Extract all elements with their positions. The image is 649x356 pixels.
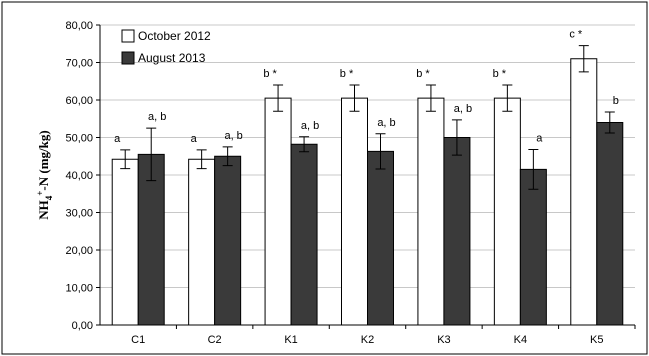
y-tick-label: 10,00 [65,283,93,295]
x-tick-label: C2 [208,334,222,346]
bars [111,58,624,326]
y-tick-labels: 0,00 10,00 20,00 30,00 40,00 50,00 60,00 70,00 8… [65,20,100,332]
bar-october-2012 [111,158,139,326]
bar-october-2012 [493,97,521,326]
y-axis-label: NH4+-N (mg/kg) [35,130,54,219]
y-tick-label: 60,00 [65,95,93,107]
bar-august-2013 [214,155,242,326]
bar-august-2013 [443,137,471,326]
legend: October 2012 August 2013 [121,29,211,65]
significance-label: c * [569,29,583,41]
y-tick-label: 40,00 [65,170,93,182]
ylabel-main: NH [36,200,51,220]
bar-october-2012 [264,97,292,326]
ylabel-rest: -N (mg/kg) [36,130,51,190]
bar-august-2013 [596,122,624,326]
significance-label: a, b [301,120,319,132]
bar-august-2013 [290,143,318,326]
significance-label: a, b [454,103,472,115]
x-tick-label: K2 [361,334,374,346]
significance-label: a [536,133,543,145]
significance-label: a [191,133,198,145]
significance-label: b [613,95,619,107]
bar-october-2012 [188,158,216,326]
significance-label: b * [493,68,507,80]
y-tick-label: 20,00 [65,245,93,257]
bar-october-2012 [341,97,368,326]
ylabel-subscript: 4 [44,195,54,200]
significance-label: b * [416,68,430,80]
y-tick-label: 50,00 [65,133,93,145]
bar-august-2013 [367,150,394,326]
y-tick-label: 70,00 [65,58,93,70]
bar-august-2013 [519,168,547,326]
y-tick-label: 0,00 [72,320,93,332]
legend-label: October 2012 [138,29,211,43]
x-tick-label: K3 [437,334,450,346]
significance-label: a, b [224,130,242,142]
significance-labels: a a, b a a, b b * a, b b * a, b b * a, b b * a c * b [114,29,619,145]
y-tick-label: 80,00 [65,20,93,32]
x-tick-label: K1 [284,334,297,346]
significance-label: a, b [377,117,395,129]
x-tick-labels: C1 C2 K1 K2 K3 K4 K5 [131,325,636,346]
x-tick-label: K5 [590,334,603,346]
significance-label: b * [340,68,354,80]
legend-swatch [121,51,135,65]
significance-label: a [114,133,121,145]
x-tick-label: C1 [131,334,145,346]
bar-october-2012 [570,58,598,326]
significance-label: a, b [148,111,166,123]
x-tick-label: K4 [514,334,527,346]
significance-label: b * [263,68,277,80]
y-tick-label: 30,00 [65,208,93,220]
error-bars [120,45,615,190]
bar-october-2012 [417,97,445,326]
legend-label: August 2013 [138,51,206,65]
legend-swatch [121,29,135,43]
ylabel-superscript: + [35,191,45,196]
